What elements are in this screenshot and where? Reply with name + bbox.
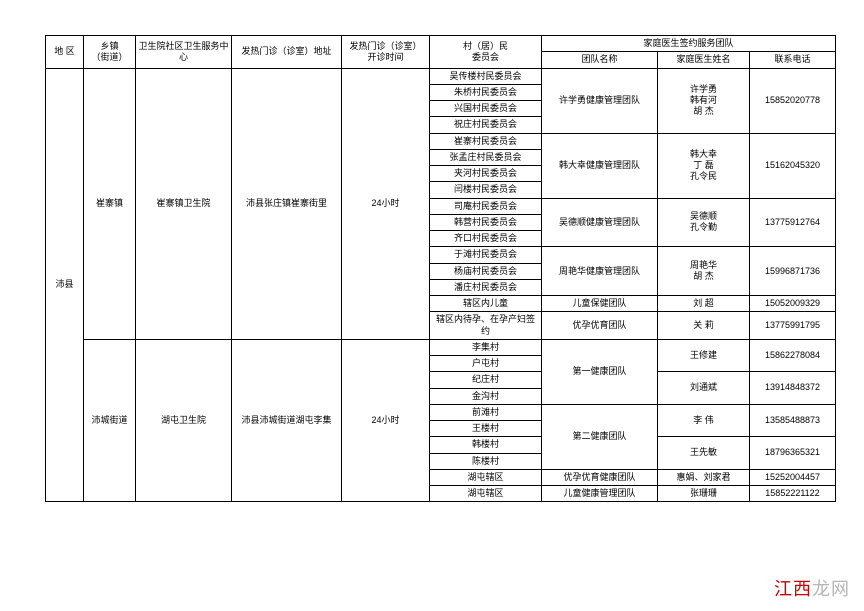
cell-phone: 15862278084 xyxy=(750,339,836,372)
cell-center: 湖屯卫生院 xyxy=(136,339,232,502)
watermark: 江西龙网 xyxy=(774,575,850,601)
cell-doctor: 周艳华胡 杰 xyxy=(658,247,750,296)
cell-doctor: 王先敏 xyxy=(658,437,750,470)
cell-phone: 13914848372 xyxy=(750,372,836,405)
cell-team: 第二健康团队 xyxy=(542,404,658,469)
cell-center: 崔寨镇卫生院 xyxy=(136,68,232,339)
cell-area: 沛县 xyxy=(46,68,84,502)
table-header-row-1: 地 区 乡镇（街道） 卫生院社区卫生服务中心 发热门诊（诊室）地址 发热门诊（诊… xyxy=(46,36,836,52)
cell-village: 陈楼村 xyxy=(430,453,542,469)
cell-doctor: 李 伟 xyxy=(658,404,750,437)
table-row: 沛县 崔寨镇 崔寨镇卫生院 沛县张庄镇崔寨街里 24小时 吴传楼村民委员会 许学… xyxy=(46,68,836,84)
col-township: 乡镇（街道） xyxy=(84,36,136,69)
cell-doctor: 吴德顺孔令勤 xyxy=(658,198,750,247)
cell-phone: 13775991795 xyxy=(750,312,836,340)
cell-doctor: 张珊珊 xyxy=(658,486,750,502)
cell-village: 王楼村 xyxy=(430,421,542,437)
col-clinic-time: 发热门诊（诊室）开诊时间 xyxy=(342,36,430,69)
cell-phone: 15052009329 xyxy=(750,296,836,312)
cell-team: 第一健康团队 xyxy=(542,339,658,404)
cell-village: 纪庄村 xyxy=(430,372,542,388)
cell-village: 崔寨村民委员会 xyxy=(430,133,542,149)
cell-village: 潘庄村民委员会 xyxy=(430,279,542,295)
cell-phone: 15852221122 xyxy=(750,486,836,502)
cell-addr: 沛县沛城街道湖屯李集 xyxy=(232,339,342,502)
cell-village: 户屯村 xyxy=(430,356,542,372)
cell-doctor: 关 莉 xyxy=(658,312,750,340)
cell-team: 儿童健康管理团队 xyxy=(542,486,658,502)
cell-doctor: 惠娟、刘家君 xyxy=(658,469,750,485)
cell-team: 儿童保健团队 xyxy=(542,296,658,312)
cell-team: 吴德顺健康管理团队 xyxy=(542,198,658,247)
cell-township: 沛城街道 xyxy=(84,339,136,502)
col-area: 地 区 xyxy=(46,36,84,69)
cell-phone: 18796365321 xyxy=(750,437,836,470)
cell-village: 朱桥村民委员会 xyxy=(430,84,542,100)
cell-village: 祝庄村民委员会 xyxy=(430,117,542,133)
cell-time: 24小时 xyxy=(342,339,430,502)
cell-phone: 13775912764 xyxy=(750,198,836,247)
col-doctor: 家庭医生姓名 xyxy=(658,52,750,68)
cell-time: 24小时 xyxy=(342,68,430,339)
cell-village: 司庵村民委员会 xyxy=(430,198,542,214)
table-sheet: 地 区 乡镇（街道） 卫生院社区卫生服务中心 发热门诊（诊室）地址 发热门诊（诊… xyxy=(45,35,821,502)
cell-village: 张孟庄村民委员会 xyxy=(430,149,542,165)
watermark-text-a: 江西 xyxy=(774,579,812,599)
cell-phone: 15162045320 xyxy=(750,133,836,198)
cell-team: 许学勇健康管理团队 xyxy=(542,68,658,133)
col-clinic-addr: 发热门诊（诊室）地址 xyxy=(232,36,342,69)
cell-township: 崔寨镇 xyxy=(84,68,136,339)
col-center: 卫生院社区卫生服务中心 xyxy=(136,36,232,69)
cell-team: 韩大幸健康管理团队 xyxy=(542,133,658,198)
cell-phone: 15852020778 xyxy=(750,68,836,133)
cell-village: 辖区内待孕、在孕产妇签约 xyxy=(430,312,542,340)
col-phone: 联系电话 xyxy=(750,52,836,68)
cell-village: 齐口村民委员会 xyxy=(430,231,542,247)
cell-village: 辖区内儿童 xyxy=(430,296,542,312)
cell-village: 金沟村 xyxy=(430,388,542,404)
cell-village: 湖屯辖区 xyxy=(430,469,542,485)
cell-doctor: 王修建 xyxy=(658,339,750,372)
cell-village: 李集村 xyxy=(430,339,542,355)
cell-village: 韩营村民委员会 xyxy=(430,214,542,230)
cell-doctor: 刘 超 xyxy=(658,296,750,312)
cell-village: 夹河村民委员会 xyxy=(430,166,542,182)
cell-team: 周艳华健康管理团队 xyxy=(542,247,658,296)
cell-village: 兴国村民委员会 xyxy=(430,101,542,117)
cell-village: 韩楼村 xyxy=(430,437,542,453)
cell-village: 湖屯辖区 xyxy=(430,486,542,502)
cell-addr: 沛县张庄镇崔寨街里 xyxy=(232,68,342,339)
cell-phone: 15996871736 xyxy=(750,247,836,296)
service-team-table: 地 区 乡镇（街道） 卫生院社区卫生服务中心 发热门诊（诊室）地址 发热门诊（诊… xyxy=(45,35,836,502)
cell-village: 吴传楼村民委员会 xyxy=(430,68,542,84)
cell-phone: 13585488873 xyxy=(750,404,836,437)
cell-doctor: 韩大幸丁 磊孔令民 xyxy=(658,133,750,198)
cell-phone: 15252004457 xyxy=(750,469,836,485)
col-team-name: 团队名称 xyxy=(542,52,658,68)
table-row: 沛城街道 湖屯卫生院 沛县沛城街道湖屯李集 24小时 李集村 第一健康团队 王修… xyxy=(46,339,836,355)
cell-doctor: 刘通斌 xyxy=(658,372,750,405)
cell-team: 优孕优育团队 xyxy=(542,312,658,340)
cell-village: 闫楼村民委员会 xyxy=(430,182,542,198)
col-team-group: 家庭医生签约服务团队 xyxy=(542,36,836,52)
col-village: 村（居）民委员会 xyxy=(430,36,542,69)
watermark-text-b: 龙网 xyxy=(812,579,850,599)
cell-team: 优孕优育健康团队 xyxy=(542,469,658,485)
cell-village: 于滩村民委员会 xyxy=(430,247,542,263)
cell-village: 前滩村 xyxy=(430,404,542,420)
cell-doctor: 许学勇韩有河胡 杰 xyxy=(658,68,750,133)
cell-village: 杨庙村民委员会 xyxy=(430,263,542,279)
